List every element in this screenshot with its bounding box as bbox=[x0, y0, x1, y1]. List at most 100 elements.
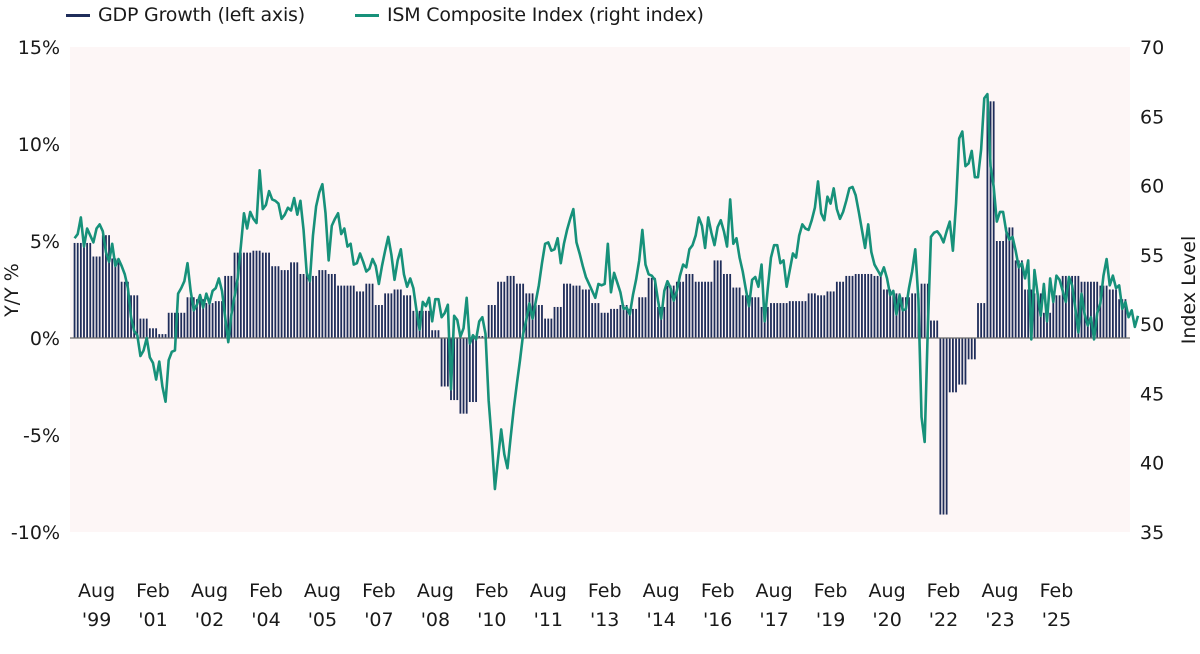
gdp-bar bbox=[1021, 260, 1023, 338]
gdp-bar bbox=[487, 305, 490, 338]
gdp-bar bbox=[428, 310, 430, 338]
gdp-bar bbox=[563, 283, 565, 338]
gdp-bar bbox=[1071, 275, 1073, 338]
legend-item-ism: ISM Composite Index (right index) bbox=[354, 4, 704, 26]
x-tick-label: '25 bbox=[1042, 609, 1071, 631]
gdp-bar bbox=[770, 303, 772, 338]
gdp-bar bbox=[1027, 289, 1030, 338]
x-tick-label: Feb bbox=[1040, 580, 1074, 602]
gdp-bar bbox=[202, 299, 205, 338]
gdp-bar bbox=[751, 297, 754, 338]
gdp-bar bbox=[766, 306, 769, 338]
gdp-bar bbox=[196, 299, 198, 338]
right-axis-title: Index Level bbox=[1178, 236, 1200, 345]
gdp-bar bbox=[108, 235, 110, 338]
gdp-bar bbox=[318, 270, 321, 338]
gdp-bar bbox=[610, 308, 612, 338]
gdp-bar bbox=[908, 297, 910, 338]
gdp-bar bbox=[848, 275, 851, 338]
gdp-bar bbox=[977, 303, 979, 338]
x-tick-label: '17 bbox=[759, 609, 788, 631]
gdp-bar bbox=[472, 338, 474, 403]
left-axis-ticks: 15% 10% 5% 0% -5% -10% bbox=[11, 37, 60, 544]
gdp-bar bbox=[503, 281, 506, 338]
gdp-bar bbox=[707, 281, 710, 338]
gdp-bar bbox=[835, 281, 838, 338]
x-tick-label: '20 bbox=[872, 609, 901, 631]
left-tick-label: 10% bbox=[18, 134, 60, 156]
gdp-bar bbox=[839, 281, 841, 338]
gdp-bar bbox=[704, 281, 706, 338]
gdp-bar bbox=[1115, 289, 1117, 338]
gdp-bar bbox=[381, 305, 383, 338]
gdp-bar bbox=[873, 275, 876, 338]
gdp-bar bbox=[817, 295, 819, 338]
gdp-bar bbox=[377, 305, 380, 338]
gdp-bar bbox=[1105, 285, 1108, 338]
gdp-bar bbox=[939, 338, 942, 515]
x-tick-label: Aug bbox=[304, 580, 341, 602]
gdp-bar bbox=[456, 338, 459, 401]
gdp-bar bbox=[594, 303, 597, 338]
gdp-bar bbox=[729, 273, 732, 338]
gdp-bar bbox=[616, 308, 619, 338]
gdp-bar bbox=[958, 338, 961, 385]
gdp-bar bbox=[111, 258, 114, 338]
gdp-bar bbox=[892, 293, 895, 338]
gdp-bar bbox=[1093, 281, 1095, 338]
gdp-bar bbox=[923, 283, 926, 338]
gdp-bar bbox=[421, 310, 424, 338]
gdp-bar bbox=[89, 242, 92, 338]
gdp-bar bbox=[434, 330, 437, 338]
gdp-bar bbox=[723, 273, 725, 338]
gdp-bar bbox=[142, 318, 145, 338]
gdp-bar bbox=[930, 320, 932, 338]
gdp-bar bbox=[1052, 295, 1055, 338]
gdp-bar bbox=[697, 281, 700, 338]
x-tick-label: Feb bbox=[136, 580, 170, 602]
x-tick-label: '13 bbox=[590, 609, 619, 631]
gdp-bar bbox=[387, 293, 390, 338]
gdp-bar bbox=[211, 303, 214, 338]
gdp-bar bbox=[415, 310, 418, 338]
gdp-bar bbox=[807, 293, 810, 338]
gdp-bar bbox=[352, 285, 355, 338]
gdp-bar bbox=[647, 277, 650, 338]
gdp-bar bbox=[541, 305, 543, 338]
gdp-bar bbox=[277, 266, 280, 338]
gdp-bar bbox=[804, 301, 807, 338]
left-tick-label: 0% bbox=[30, 328, 60, 350]
gdp-bar bbox=[1108, 289, 1111, 338]
gdp-bar bbox=[851, 275, 854, 338]
gdp-bar bbox=[265, 252, 267, 338]
gdp-bar bbox=[650, 277, 653, 338]
gdp-bar bbox=[980, 303, 983, 338]
right-tick-label: 50 bbox=[1140, 314, 1164, 336]
gdp-bar bbox=[302, 273, 305, 338]
gdp-bar bbox=[321, 270, 324, 338]
x-tick-label: Aug bbox=[756, 580, 793, 602]
gdp-bar bbox=[515, 283, 518, 338]
gdp-bar bbox=[785, 303, 788, 338]
x-tick-label: Feb bbox=[814, 580, 848, 602]
gdp-bar bbox=[399, 289, 402, 338]
x-tick-label: '16 bbox=[703, 609, 732, 631]
gdp-bar bbox=[519, 283, 521, 338]
left-tick-label: 15% bbox=[18, 37, 60, 59]
gdp-bar bbox=[795, 301, 797, 338]
gdp-bar bbox=[217, 301, 220, 338]
gdp-bar bbox=[992, 101, 995, 338]
gdp-bar bbox=[657, 306, 659, 338]
gdp-bar bbox=[581, 289, 584, 338]
gdp-bar bbox=[738, 287, 741, 338]
gdp-bar bbox=[286, 270, 289, 338]
gdp-bar bbox=[384, 293, 387, 338]
gdp-bar bbox=[1014, 260, 1017, 338]
gdp-bar bbox=[1064, 275, 1067, 338]
gdp-bar bbox=[710, 281, 713, 338]
gdp-bar bbox=[748, 295, 750, 338]
gdp-bar bbox=[368, 283, 371, 338]
gdp-bar bbox=[788, 301, 791, 338]
gdp-bar bbox=[327, 273, 330, 338]
gdp-bar bbox=[845, 275, 848, 338]
